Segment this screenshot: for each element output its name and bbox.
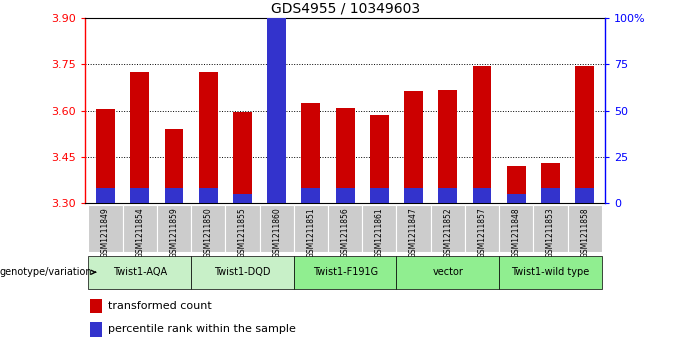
Bar <box>328 205 362 252</box>
Bar <box>541 163 560 203</box>
Bar <box>336 188 354 203</box>
Bar <box>88 205 122 252</box>
Text: genotype/variation: genotype/variation <box>0 267 96 277</box>
Text: Twist1-F191G: Twist1-F191G <box>313 267 377 277</box>
Bar <box>225 205 260 252</box>
Text: Twist1-DQD: Twist1-DQD <box>214 267 271 277</box>
Bar <box>404 91 423 203</box>
Text: GSM1211856: GSM1211856 <box>341 207 350 258</box>
Bar <box>533 205 568 252</box>
Text: GSM1211848: GSM1211848 <box>512 207 521 258</box>
Text: percentile rank within the sample: percentile rank within the sample <box>108 325 296 334</box>
Bar <box>294 256 396 289</box>
Bar <box>362 205 396 252</box>
Bar <box>568 205 602 252</box>
Text: GSM1211854: GSM1211854 <box>135 207 144 258</box>
Bar <box>575 188 594 203</box>
Text: GSM1211858: GSM1211858 <box>580 207 589 258</box>
Text: GSM1211857: GSM1211857 <box>477 207 486 258</box>
Bar <box>131 188 149 203</box>
Title: GDS4955 / 10349603: GDS4955 / 10349603 <box>271 1 420 16</box>
Bar <box>439 188 457 203</box>
Bar <box>191 256 294 289</box>
Bar <box>404 188 423 203</box>
Bar <box>336 108 354 203</box>
Text: Twist1-AQA: Twist1-AQA <box>113 267 167 277</box>
Bar <box>267 18 286 203</box>
Bar <box>260 205 294 252</box>
Text: GSM1211860: GSM1211860 <box>272 207 281 258</box>
Text: GSM1211849: GSM1211849 <box>101 207 110 258</box>
Bar <box>396 205 430 252</box>
Bar <box>122 205 157 252</box>
Bar <box>439 90 457 203</box>
Text: transformed count: transformed count <box>108 301 212 311</box>
Text: vector: vector <box>432 267 463 277</box>
Bar <box>157 205 191 252</box>
Bar <box>267 194 286 203</box>
Bar <box>507 166 526 203</box>
Text: GSM1211850: GSM1211850 <box>204 207 213 258</box>
Bar <box>88 256 191 289</box>
Text: GSM1211852: GSM1211852 <box>443 207 452 258</box>
Text: GSM1211853: GSM1211853 <box>546 207 555 258</box>
Bar <box>96 188 115 203</box>
Bar <box>131 72 149 203</box>
Bar <box>165 129 184 203</box>
Bar <box>294 205 328 252</box>
Bar <box>191 205 225 252</box>
Bar <box>499 205 533 252</box>
Bar <box>541 188 560 203</box>
Text: GSM1211847: GSM1211847 <box>409 207 418 258</box>
Bar <box>90 299 101 313</box>
Bar <box>233 112 252 203</box>
Bar <box>370 115 389 203</box>
Bar <box>96 109 115 203</box>
Bar <box>473 66 492 203</box>
Bar <box>507 194 526 203</box>
Bar <box>473 188 492 203</box>
Text: GSM1211861: GSM1211861 <box>375 207 384 258</box>
Bar <box>396 256 499 289</box>
Bar <box>165 188 184 203</box>
Bar <box>90 322 101 337</box>
Text: GSM1211851: GSM1211851 <box>307 207 316 258</box>
Bar <box>465 205 499 252</box>
Bar <box>233 194 252 203</box>
Bar <box>199 188 218 203</box>
Bar <box>430 205 465 252</box>
Bar <box>301 188 320 203</box>
Text: GSM1211855: GSM1211855 <box>238 207 247 258</box>
Text: Twist1-wild type: Twist1-wild type <box>511 267 590 277</box>
Bar <box>199 72 218 203</box>
Bar <box>370 188 389 203</box>
Bar <box>301 103 320 203</box>
Bar <box>575 66 594 203</box>
Bar <box>499 256 602 289</box>
Text: GSM1211859: GSM1211859 <box>169 207 178 258</box>
